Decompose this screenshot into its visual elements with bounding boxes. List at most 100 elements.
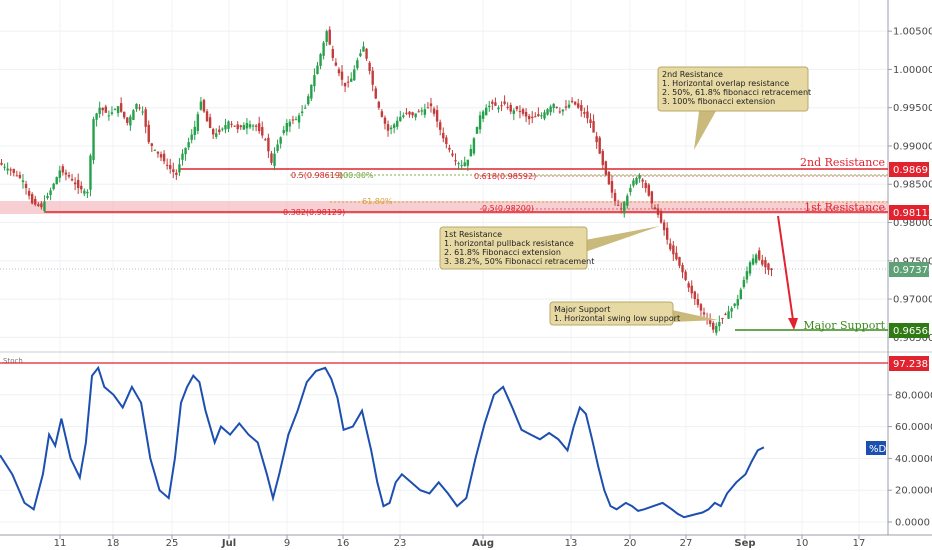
candle-body	[411, 112, 414, 116]
candles	[0, 26, 773, 336]
candle-body	[518, 110, 522, 112]
candle-body	[245, 123, 249, 129]
candle-body	[730, 308, 733, 312]
price-tick-label: 0.98000	[893, 218, 932, 229]
candle-body	[374, 88, 377, 99]
candle-body	[389, 127, 393, 130]
candle-body	[742, 279, 746, 288]
candle-body	[218, 129, 221, 133]
candle-body	[552, 103, 555, 109]
candle-body	[110, 112, 114, 114]
candle-body	[230, 123, 233, 125]
candle-body	[466, 159, 469, 166]
candle-body	[708, 319, 712, 324]
candle-body	[429, 103, 433, 107]
stoch-tick-label: 0.0000	[895, 518, 930, 529]
candle-body	[300, 111, 304, 114]
candle-body	[104, 106, 108, 113]
callout-title: Major Support	[554, 305, 610, 314]
callout-second-resistance: 2nd Resistance 1. Horizontal overlap res…	[657, 66, 811, 150]
price-tick-label: 1.00500	[893, 27, 932, 38]
candle-body	[675, 252, 678, 260]
candle-body	[18, 174, 22, 178]
candle-body	[718, 322, 721, 327]
candle-body	[715, 325, 718, 333]
current-price-tag: 0.97376	[889, 262, 932, 277]
candle-body	[420, 110, 423, 112]
candle-body	[761, 259, 764, 265]
candle-body	[208, 117, 212, 128]
candle-body	[567, 104, 571, 108]
candle-body	[46, 195, 49, 199]
callout-first-resistance: 1st Resistance 1. horizontal pullback re…	[439, 226, 660, 270]
projection-arrow-shaft	[777, 215, 794, 321]
candle-body	[162, 153, 166, 162]
candle-body	[681, 265, 684, 273]
candle-body	[432, 108, 436, 114]
candle-body	[307, 96, 310, 105]
candle-body	[233, 125, 236, 127]
candle-body	[770, 268, 773, 270]
candle-body	[205, 111, 209, 122]
time-tick-label: Sep	[734, 538, 755, 549]
candle-body	[472, 138, 476, 154]
candle-body	[626, 195, 629, 206]
candle-body	[435, 110, 439, 122]
candle-body	[67, 174, 71, 177]
candle-body	[55, 177, 58, 185]
candle-body	[601, 150, 604, 166]
candle-body	[426, 107, 430, 109]
candle-body	[383, 117, 387, 124]
candle-body	[340, 71, 344, 80]
stoch-tick-label: 40.0000	[895, 454, 932, 465]
candle-body	[451, 153, 454, 156]
candle-body	[80, 185, 83, 190]
candle-body	[583, 112, 586, 114]
tag-bg	[889, 162, 929, 177]
candle-body	[362, 46, 365, 52]
candle-body	[485, 107, 488, 116]
callout-title: 1st Resistance	[444, 230, 502, 239]
candle-body	[647, 184, 650, 196]
candle-body	[764, 260, 767, 268]
candle-body	[558, 111, 562, 113]
candle-body	[239, 125, 242, 128]
candle-body	[64, 172, 68, 175]
candle-body	[215, 133, 218, 137]
candle-body	[457, 163, 460, 165]
candle-body	[285, 123, 288, 132]
candle-body	[607, 171, 611, 185]
candle-body	[30, 194, 34, 204]
candle-body	[475, 126, 479, 134]
candle-body	[21, 180, 25, 183]
candle-body	[549, 106, 552, 113]
candle-body	[350, 78, 353, 82]
time-tick-label: 18	[107, 538, 120, 549]
time-tick-label: 17	[853, 538, 866, 549]
candle-body	[592, 121, 595, 133]
candle-body	[736, 299, 739, 306]
stoch-tick-label: 20.0000	[895, 486, 932, 497]
candle-body	[135, 103, 138, 110]
candle-body	[598, 137, 601, 154]
candle-body	[159, 154, 163, 158]
candle-body	[745, 271, 749, 280]
candle-body	[221, 128, 224, 130]
fib-label-618pct: 61.80%	[362, 197, 393, 206]
candle-body	[257, 123, 261, 132]
candle-body	[712, 322, 715, 330]
callout-line: 2. 61.8% Fibonacci extension	[444, 248, 561, 257]
time-tick-label: 10	[796, 538, 809, 549]
candle-body	[641, 179, 644, 182]
time-tick-label: Aug	[472, 538, 494, 549]
first-resistance-label: 1st Resistance	[804, 201, 885, 214]
tag-text: 97.2387	[893, 359, 932, 370]
candle-body	[721, 318, 724, 320]
candle-body	[356, 60, 359, 69]
candle-body	[610, 181, 614, 193]
price-tick-label: 0.97000	[893, 295, 932, 306]
candle-body	[460, 165, 463, 167]
candle-body	[687, 283, 690, 288]
candle-body	[15, 175, 19, 177]
candle-body	[555, 106, 558, 108]
